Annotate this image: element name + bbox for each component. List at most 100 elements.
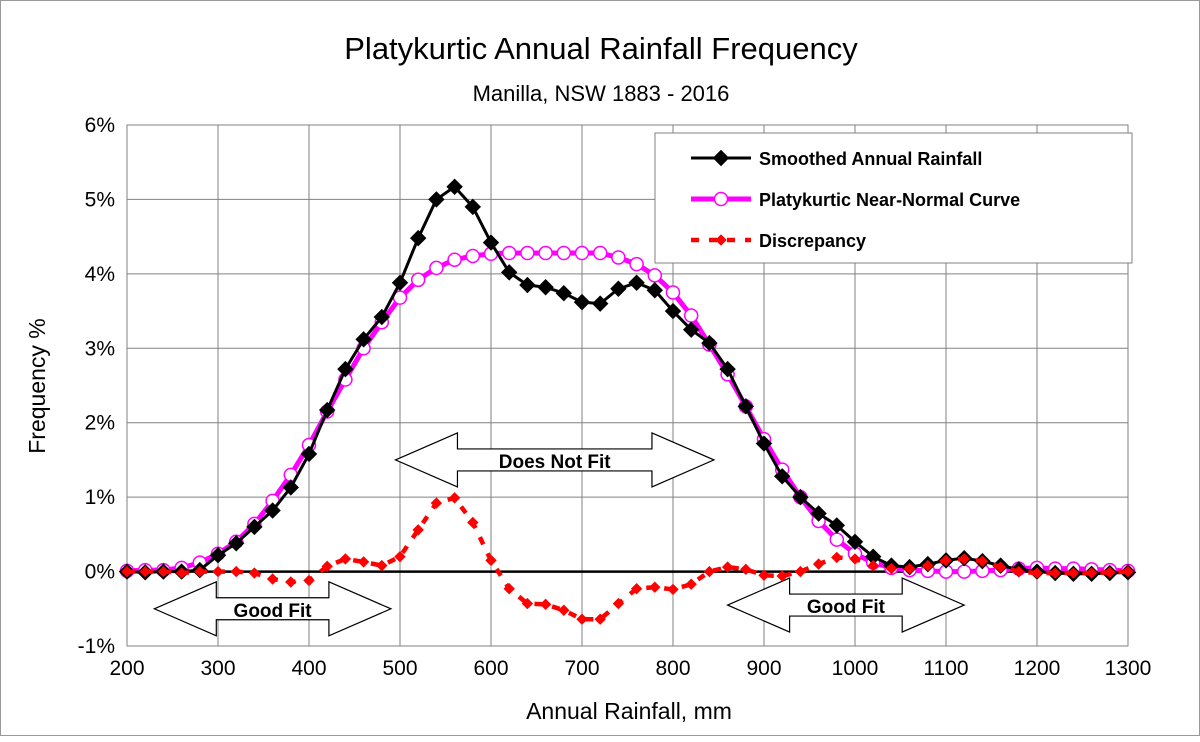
data-point-diamond: [537, 279, 554, 296]
data-point-circle: [629, 256, 644, 272]
y-tick-label: 1%: [85, 486, 115, 509]
data-point-diamond: [903, 562, 916, 575]
data-point-diamond: [846, 533, 864, 551]
data-point-diamond: [376, 559, 388, 572]
legend-item: Smoothed Annual Rainfall: [691, 149, 982, 169]
chart-subtitle: Manilla, NSW 1883 - 2016: [473, 81, 730, 106]
data-point-diamond: [715, 234, 727, 246]
data-point-diamond: [282, 479, 300, 496]
data-point-diamond: [630, 582, 643, 595]
data-point-diamond: [867, 559, 879, 572]
data-point-diamond: [1067, 567, 1080, 579]
data-point-diamond: [175, 567, 188, 579]
data-point-circle: [520, 245, 535, 261]
x-tick-label: 400: [291, 657, 326, 680]
data-point-diamond: [594, 613, 606, 625]
data-point-diamond: [792, 488, 809, 506]
data-point-diamond: [721, 561, 734, 573]
data-point-diamond: [755, 435, 773, 452]
y-tick-label: 6%: [85, 114, 115, 137]
data-point-circle: [429, 260, 444, 276]
y-tick-label: 5%: [85, 188, 115, 211]
data-point-circle: [611, 250, 626, 265]
data-point-diamond: [157, 565, 170, 578]
data-point-diamond: [464, 198, 482, 216]
data-point-diamond: [701, 334, 718, 352]
data-point-diamond: [1085, 567, 1098, 579]
data-point-diamond: [500, 264, 518, 281]
data-point-diamond: [373, 308, 391, 326]
annotation-label: Does Not Fit: [499, 452, 612, 473]
data-point-diamond: [139, 565, 151, 578]
data-point-circle: [683, 308, 699, 323]
data-point-diamond: [994, 561, 1007, 573]
data-point-diamond: [737, 398, 755, 415]
data-point-diamond: [121, 565, 133, 578]
data-point-diamond: [519, 276, 536, 294]
x-tick-label: 1300: [1105, 657, 1152, 680]
data-point-diamond: [664, 302, 682, 320]
x-tick-label: 200: [109, 657, 144, 680]
data-point-diamond: [485, 554, 497, 567]
data-point-diamond: [303, 574, 315, 587]
data-point-diamond: [828, 517, 846, 534]
data-point-diamond: [285, 576, 297, 588]
data-point-diamond: [391, 274, 409, 291]
data-point-diamond: [209, 546, 227, 564]
data-point-diamond: [646, 282, 664, 299]
data-point-diamond: [264, 502, 281, 519]
data-point-diamond: [503, 582, 515, 595]
x-tick-label: 900: [746, 657, 781, 680]
series-discrepancy: [121, 492, 1134, 625]
data-point-diamond: [758, 569, 770, 581]
data-point-diamond: [409, 229, 427, 247]
y-tick-label: 2%: [85, 412, 115, 435]
data-point-diamond: [321, 560, 333, 573]
data-point-diamond: [448, 492, 461, 504]
data-point-diamond: [576, 613, 588, 625]
data-point-circle: [592, 245, 608, 261]
data-point-diamond: [812, 558, 825, 570]
x-tick-label: 800: [655, 657, 690, 680]
x-tick-label: 700: [564, 657, 599, 680]
data-point-circle: [713, 191, 729, 207]
double-arrow: [393, 432, 716, 488]
data-point-circle: [447, 252, 462, 267]
data-point-diamond: [467, 516, 479, 529]
annotation-label: Good Fit: [234, 601, 313, 622]
data-point-diamond: [227, 535, 245, 552]
data-point-diamond: [446, 178, 463, 195]
y-tick-label: 4%: [85, 263, 115, 286]
data-point-circle: [574, 245, 590, 261]
data-point-diamond: [940, 554, 952, 567]
series-group: [118, 178, 1137, 625]
legend: Smoothed Annual Rainfall Platykurtic Near…: [654, 132, 1133, 264]
double-arrow: [152, 580, 393, 637]
data-point-circle: [410, 272, 426, 288]
data-point-diamond: [612, 597, 625, 610]
data-point-diamond: [194, 565, 206, 578]
data-point-diamond: [318, 401, 336, 419]
y-tick-label: 3%: [85, 337, 115, 360]
data-point-diamond: [1049, 567, 1061, 579]
data-point-diamond: [958, 553, 970, 565]
data-point-circle: [829, 532, 845, 547]
data-point-diamond: [667, 583, 679, 596]
data-point-diamond: [266, 573, 279, 585]
double-arrow: [726, 577, 966, 633]
data-point-diamond: [558, 604, 570, 616]
data-point-diamond: [300, 445, 318, 463]
legend-item: Discrepancy: [691, 231, 866, 251]
chart-title: Platykurtic Annual Rainfall Frequency: [344, 31, 858, 66]
legend-item: Platykurtic Near-Normal Curve: [691, 190, 1020, 210]
data-point-diamond: [773, 468, 791, 485]
data-point-diamond: [212, 565, 224, 578]
x-tick-label: 1000: [832, 657, 879, 680]
data-point-diamond: [521, 597, 534, 610]
data-point-diamond: [430, 497, 443, 509]
legend-label: Discrepancy: [759, 231, 866, 251]
data-point-diamond: [610, 280, 627, 297]
x-tick-label: 300: [200, 657, 235, 680]
